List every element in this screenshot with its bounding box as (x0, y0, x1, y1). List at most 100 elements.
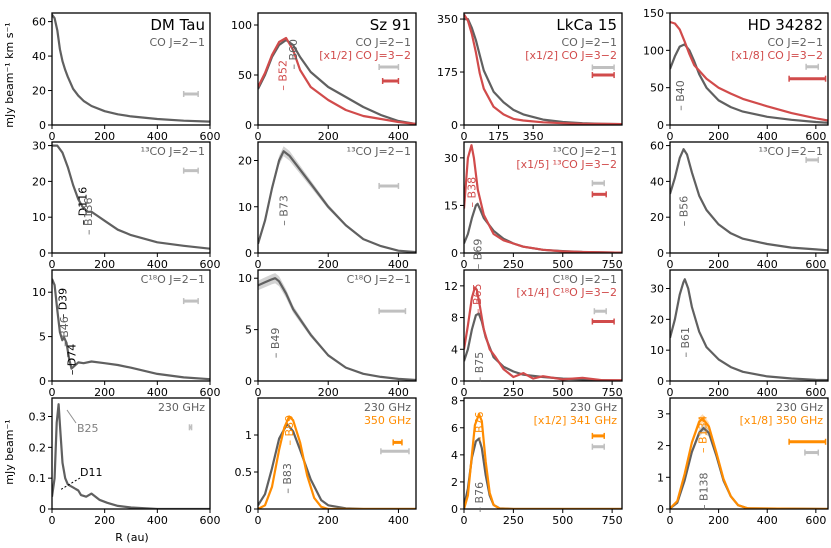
series-group (464, 13, 622, 125)
x-tick-label: 200 (94, 258, 115, 271)
x-tick-label: 500 (552, 514, 573, 527)
y-tick-label: 0.5 (235, 466, 253, 479)
x-tick-label: 0 (255, 130, 262, 143)
legend-entry: CO J=2−1 (767, 36, 823, 49)
y-tick-label: 0 (245, 503, 252, 516)
x-tick-label: 600 (200, 130, 221, 143)
y-axis-label-bottom: mJy beam⁻¹ (3, 419, 16, 484)
x-tick-label: 400 (147, 258, 168, 271)
series-line-0 (670, 43, 828, 124)
x-tick-label: 200 (318, 130, 339, 143)
y-tick-label: 20 (32, 175, 46, 188)
legend-entry: C¹⁸O J=2−1 (347, 273, 411, 286)
x-tick-label: 0 (461, 130, 468, 143)
series-group (258, 36, 416, 125)
legend-entry: 230 GHz (158, 401, 205, 414)
x-tick-label: 600 (200, 386, 221, 399)
panel-frame (463, 397, 623, 510)
feature-annotation: – B52 (277, 60, 290, 91)
x-tick-label: 350 (523, 130, 544, 143)
series-line-0 (464, 202, 622, 253)
y-tick-label: 0 (39, 503, 46, 516)
y-tick-label: 30 (444, 152, 458, 165)
x-tick-label: 175 (488, 130, 509, 143)
y-tick-label: 10 (238, 272, 252, 285)
y-tick-label: 0 (657, 119, 664, 132)
chart-panel-0-2: 0 175 350 0 175 350 LkCa 15 CO J=2−1[x1/2] CO J… (437, 12, 623, 143)
x-tick-label: 400 (757, 386, 778, 399)
series-line-1 (464, 13, 622, 125)
x-tick-label: 400 (388, 386, 409, 399)
series-group (258, 273, 416, 381)
legend-entry: [x1/4] C¹⁸O J=3−2 (516, 286, 617, 299)
series-line-0 (464, 312, 622, 381)
chart-panel-3-0: 0 200 400 600 0 0.1 0.2 0.3 230 GHz (29, 397, 221, 527)
x-tick-label: 600 (805, 514, 826, 527)
series-line-1 (258, 36, 416, 125)
y-tick-label: 6 (451, 422, 458, 435)
panel-title: Sz 91 (370, 16, 411, 34)
legend-entry: 350 GHz (364, 414, 411, 427)
y-tick-label: 350 (437, 13, 458, 26)
feature-annotation: – B46 (58, 316, 71, 347)
panel-frame (51, 12, 211, 126)
panel-frame (669, 141, 829, 254)
y-tick-label: 0 (451, 119, 458, 132)
series-line-0 (52, 144, 210, 250)
chart-panel-2-0: 0 200 400 600 0 5 10 C¹⁸O J=2−1 – D39– B46– D74 (32, 269, 221, 399)
y-tick-label: 0.3 (29, 411, 47, 424)
x-tick-label: 400 (757, 258, 778, 271)
x-tick-label: 400 (757, 130, 778, 143)
legend-entry: CO J=2−1 (561, 36, 617, 49)
feature-annotation: – B75 (473, 352, 486, 383)
feature-annotation: – B136 (82, 197, 95, 235)
series-line-0 (258, 150, 416, 253)
x-tick-label: 200 (318, 386, 339, 399)
x-tick-label: 200 (708, 386, 729, 399)
x-tick-label: 0 (49, 386, 56, 399)
y-tick-label: 0 (657, 503, 664, 516)
chart-panel-1-2: 0 250 500 750 0 15 30 ¹³CO J=2−1[x1/5] ¹³CO J=3… (444, 141, 623, 271)
feature-annotation: – D39 (56, 288, 69, 319)
series-group (464, 286, 622, 381)
series-group (670, 148, 828, 252)
y-tick-label: 0 (39, 247, 46, 260)
x-tick-label: 0 (461, 386, 468, 399)
y-tick-label: 0 (39, 375, 46, 388)
panel-frame (463, 12, 623, 126)
y-tick-label: 8 (451, 312, 458, 325)
y-tick-label: 20 (650, 313, 664, 326)
y-tick-label: 8 (451, 395, 458, 408)
y-tick-label: 5 (39, 331, 46, 344)
y-tick-label: 0 (245, 247, 252, 260)
y-tick-label: 0 (451, 375, 458, 388)
y-tick-label: 40 (32, 50, 46, 63)
legend-entry: ¹³CO J=2−1 (759, 145, 823, 158)
y-tick-label: 0.1 (29, 472, 47, 485)
y-tick-label: 3 (657, 408, 664, 421)
series-line-0 (258, 277, 416, 381)
x-axis-label: R (au) (115, 531, 148, 544)
x-tick-label: 200 (708, 514, 729, 527)
series-band-1 (670, 414, 828, 509)
y-tick-label: 0 (245, 375, 252, 388)
x-tick-label: 750 (602, 514, 623, 527)
feature-annotation: – B83 (281, 463, 294, 494)
b25-arrow (66, 409, 77, 424)
series-group (670, 20, 828, 124)
y-tick-label: 175 (437, 66, 458, 79)
series-group (670, 414, 828, 509)
y-tick-label: 4 (451, 449, 458, 462)
y-tick-label: 60 (650, 140, 664, 153)
legend-entry: 230 GHz (776, 401, 823, 414)
series-group (258, 415, 416, 509)
chart-panel-2-1: 0 200 400 0 5 10 C¹⁸O J=2−1 – B49 (238, 269, 417, 399)
series-line-0 (670, 278, 828, 381)
panel-frame (463, 141, 623, 254)
series-line-0 (670, 148, 828, 252)
legend-entry: CO J=2−1 (355, 36, 411, 49)
x-tick-label: 400 (147, 386, 168, 399)
legend-entry: [x1/2] 341 GHz (534, 414, 618, 427)
series-group (52, 403, 210, 509)
